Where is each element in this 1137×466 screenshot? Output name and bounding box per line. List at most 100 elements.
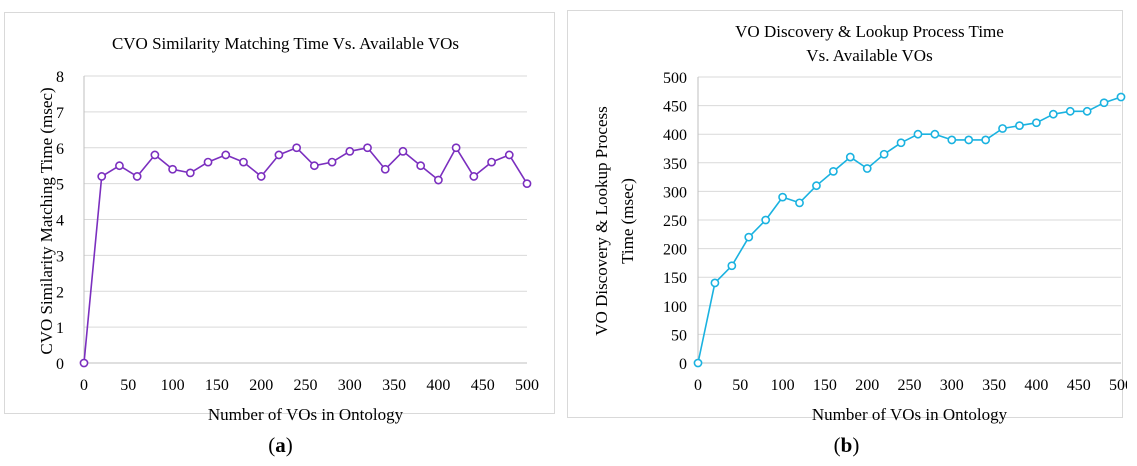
data-point [451,143,461,153]
data-point [727,261,737,271]
x-tick-label: 200 [249,377,273,394]
x-axis-label: Number of VOs in Ontology [208,405,404,424]
y-tick-label: 150 [663,270,687,287]
data-point [845,152,855,162]
x-tick-label: 300 [940,377,964,394]
y-tick-label: 50 [671,327,687,344]
data-point [913,129,923,139]
x-tick-label: 0 [80,377,88,394]
data-point [239,157,248,167]
y-tick-label: 400 [663,127,687,144]
x-axis-label: Number of VOs in Ontology [812,405,1008,424]
data-point [1116,92,1126,102]
data-point [433,175,443,185]
x-tick-label: 450 [1067,377,1091,394]
data-point [1082,106,1092,116]
chart-frame [567,10,1123,418]
data-point [1065,106,1075,116]
data-point [115,161,124,171]
data-point [168,164,177,174]
x-tick-label: 350 [382,377,406,394]
data-point [778,192,787,202]
y-tick-label: 8 [56,69,64,86]
y-tick-label: 450 [663,99,687,116]
data-point [203,157,213,167]
x-tick-label: 400 [1024,377,1048,394]
data-point [150,150,160,160]
y-tick-label: 5 [56,177,64,194]
caption-a: (a) [268,433,293,457]
y-tick-label: 3 [56,248,64,265]
data-point [380,164,390,174]
chart-b: 0 50 100 150 200 250 300 350 400 450 500 0 50 100 150 2… [567,10,1127,424]
chart-frame [4,12,555,414]
data-point [710,278,720,288]
chart-panel-a: 0 1 2 3 4 5 6 7 8 0 50 100 150 200 250 300 350 400 450 500 C… [0,0,561,466]
data-point [1099,98,1109,108]
x-tick-label: 50 [120,377,136,394]
data-point [828,166,838,176]
data-point [97,172,107,181]
data-point [744,232,754,242]
y-tick-label: 100 [663,299,687,316]
x-tick-label: 500 [1109,377,1127,394]
y-tick-label: 250 [663,213,687,230]
x-tick-label: 150 [205,377,229,394]
y-tick-label: 6 [56,141,64,158]
y-tick-label: 7 [56,105,64,122]
y-axis-label: CVO Similarity Matching Time (msec) [37,87,56,354]
data-point [345,146,355,156]
y-tick-label: 500 [663,70,687,87]
data-point [487,157,496,167]
data-point [981,135,991,145]
data-point [879,149,889,159]
data-point [469,172,479,181]
y-tick-label: 0 [679,356,687,373]
x-tick-label: 250 [898,377,922,394]
chart-title: Vs. Available VOs [806,46,932,65]
x-tick-label: 100 [771,377,795,394]
data-point [309,161,319,171]
x-tick-label: 100 [161,377,185,394]
y-tick-label: 2 [56,284,64,301]
data-point [132,172,142,181]
data-point [522,179,532,189]
data-point [363,143,372,153]
chart-title: VO Discovery & Lookup Process Time [735,22,1004,41]
data-point [998,124,1007,133]
data-point [761,215,771,225]
data-point [812,181,821,191]
chart-panel-b: 0 50 100 150 200 250 300 350 400 450 500 0 50 100 150 2… [566,0,1127,466]
x-tick-label: 250 [294,377,318,394]
data-point [1015,121,1024,131]
y-tick-label: 0 [56,356,64,373]
data-point [964,135,974,145]
data-point [185,168,195,178]
x-tick-label: 300 [338,377,362,394]
x-tick-label: 450 [471,377,495,394]
data-point [327,157,337,167]
data-point [947,135,957,145]
x-tick-label: 350 [982,377,1006,394]
data-point [862,164,872,173]
chart-a: 0 1 2 3 4 5 6 7 8 0 50 100 150 200 250 300 350 400 450 500 C… [4,12,555,424]
y-tick-label: 200 [663,242,687,259]
data-point [398,146,408,156]
data-point [292,143,302,153]
data-point [504,150,514,160]
data-point [221,150,231,160]
caption-b: (b) [833,433,860,457]
y-axis-label: Time (msec) [618,178,637,264]
data-point [274,150,284,160]
data-point [79,358,89,368]
data-point [896,138,906,148]
x-tick-label: 50 [732,377,748,394]
y-tick-label: 350 [663,156,687,173]
y-axis-label: VO Discovery & Lookup Process [592,106,611,335]
x-tick-label: 400 [426,377,450,394]
data-point [930,129,940,139]
x-tick-label: 200 [855,377,879,394]
data-point [1048,109,1058,119]
data-point [795,198,804,208]
data-point [1031,118,1041,128]
